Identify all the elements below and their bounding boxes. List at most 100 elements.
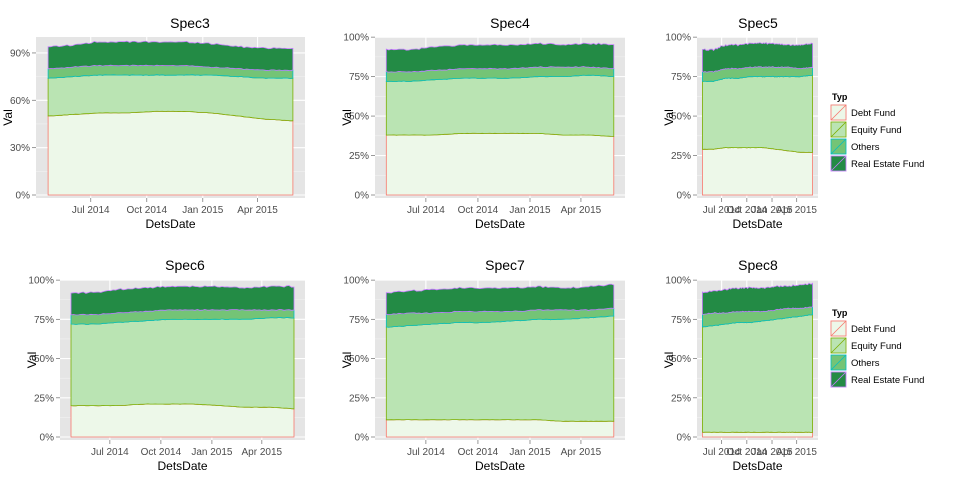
y-tick-label: 0%	[355, 433, 370, 444]
area-series-equity-fund	[702, 314, 813, 433]
legend-title: Typ	[832, 92, 848, 102]
y-axis-label: Val	[1, 109, 15, 125]
area-series-equity-fund	[385, 74, 615, 137]
x-tick-label: Jul 2014	[407, 205, 445, 216]
y-tick-label: 50%	[671, 354, 691, 365]
y-tick-label: 0%	[40, 433, 55, 444]
panel-title: Spec4	[490, 15, 530, 31]
area-series-real-estate-fund	[70, 285, 295, 316]
x-tick-label: Jan 2015	[509, 205, 551, 216]
y-tick-label: 100%	[665, 33, 691, 44]
y-tick-label: 0%	[677, 433, 692, 444]
x-tick-label: Jan 2015	[182, 205, 224, 216]
area-series-debt-fund	[70, 403, 295, 438]
x-tick-label: Oct 2014	[727, 447, 768, 458]
area-series-debt-fund	[385, 419, 615, 438]
x-tick-label: Oct 2014	[126, 205, 167, 216]
y-axis-label: Val	[340, 109, 354, 125]
y-tick-label: 100%	[343, 276, 369, 287]
area-series-debt-fund	[47, 110, 294, 196]
area-series-equity-fund	[702, 74, 813, 153]
x-axis-label: DetsDate	[732, 217, 782, 231]
x-tick-label: Apr 2015	[776, 205, 817, 216]
x-tick-label: Jul 2014	[703, 447, 741, 458]
y-axis-label: Val	[662, 109, 676, 125]
x-tick-label: Apr 2015	[776, 447, 817, 458]
y-axis-label: Val	[25, 352, 39, 368]
panel-spec4: Spec4 0% 25% 50% 75% 100% Jul 2014 Oct 2014 Jan …	[340, 15, 625, 231]
x-tick-label: Jul 2014	[91, 447, 129, 458]
area-series-equity-fund	[385, 315, 615, 422]
y-axis-label: Val	[340, 352, 354, 368]
x-tick-label: Apr 2015	[561, 205, 602, 216]
x-axis-label: DetsDate	[475, 217, 525, 231]
panel-spec6: Spec6 0% 25% 50% 75% 100% Jul 2014 Oct 2014 Jan …	[25, 257, 305, 473]
x-tick-label: Oct 2014	[458, 205, 499, 216]
legend-label: Equity Fund	[851, 341, 902, 352]
area-series-real-estate-fund	[702, 282, 813, 315]
y-tick-label: 100%	[343, 33, 369, 44]
legend-title: Typ	[832, 308, 848, 318]
legend-swatch-slash	[830, 138, 847, 155]
area-series-debt-fund	[702, 147, 813, 196]
y-tick-label: 30%	[10, 143, 30, 154]
y-tick-label: 75%	[349, 72, 369, 83]
x-axis-label: DetsDate	[157, 459, 207, 473]
y-tick-label: 25%	[671, 393, 691, 404]
panel-title: Spec8	[738, 257, 778, 273]
area-series-equity-fund	[70, 317, 295, 410]
x-tick-label: Jan 2015	[191, 447, 233, 458]
y-tick-label: 75%	[349, 315, 369, 326]
panel-spec7: Spec7 0% 25% 50% 75% 100% Jul 2014 Oct 2014 Jan …	[340, 257, 625, 473]
area-series-debt-fund	[702, 431, 813, 438]
x-tick-label: Oct 2014	[727, 205, 768, 216]
x-axis-label: DetsDate	[732, 459, 782, 473]
area-series-real-estate-fund	[385, 42, 615, 73]
y-tick-label: 75%	[671, 315, 691, 326]
x-axis-label: DetsDate	[475, 459, 525, 473]
legend-label: Real Estate Fund	[851, 159, 924, 170]
y-tick-label: 50%	[349, 112, 369, 123]
y-tick-label: 25%	[349, 393, 369, 404]
y-tick-label: 50%	[34, 354, 54, 365]
panel-title: Spec6	[165, 257, 205, 273]
x-tick-label: Jul 2014	[407, 447, 445, 458]
panel-title: Spec3	[170, 15, 210, 31]
legend-swatch-slash	[830, 371, 847, 388]
y-tick-label: 90%	[10, 48, 30, 59]
y-tick-label: 100%	[665, 276, 691, 287]
legend-label: Others	[851, 358, 880, 369]
x-tick-label: Jan 2015	[751, 447, 793, 458]
x-tick-label: Apr 2015	[237, 205, 278, 216]
y-axis-label: Val	[662, 352, 676, 368]
legend-label: Debt Fund	[851, 108, 895, 119]
panel-title: Spec7	[485, 257, 525, 273]
panel-spec3: Spec3 0% 30% 60% 90% Jul 2014 Oct 2014 Jan 2015…	[1, 15, 305, 231]
y-tick-label: 0%	[677, 191, 692, 202]
legend-label: Equity Fund	[851, 125, 902, 136]
x-tick-label: Apr 2015	[561, 447, 602, 458]
x-tick-label: Jan 2015	[509, 447, 551, 458]
legend-swatch-slash	[830, 354, 847, 371]
x-tick-label: Jul 2014	[72, 205, 110, 216]
y-tick-label: 75%	[34, 315, 54, 326]
legend-swatch-slash	[830, 155, 847, 172]
area-series-real-estate-fund	[702, 42, 813, 73]
y-tick-label: 25%	[671, 151, 691, 162]
y-tick-label: 50%	[671, 112, 691, 123]
legend-label: Real Estate Fund	[851, 375, 924, 386]
y-tick-label: 0%	[16, 191, 31, 202]
x-tick-label: Jul 2014	[703, 205, 741, 216]
legend-swatch-slash	[830, 320, 847, 337]
y-tick-label: 25%	[34, 393, 54, 404]
y-tick-label: 25%	[349, 151, 369, 162]
legend-swatch-slash	[830, 104, 847, 121]
legend-label: Others	[851, 142, 880, 153]
y-tick-label: 75%	[671, 72, 691, 83]
legend-swatch-slash	[830, 337, 847, 354]
legend-swatch-slash	[830, 121, 847, 138]
